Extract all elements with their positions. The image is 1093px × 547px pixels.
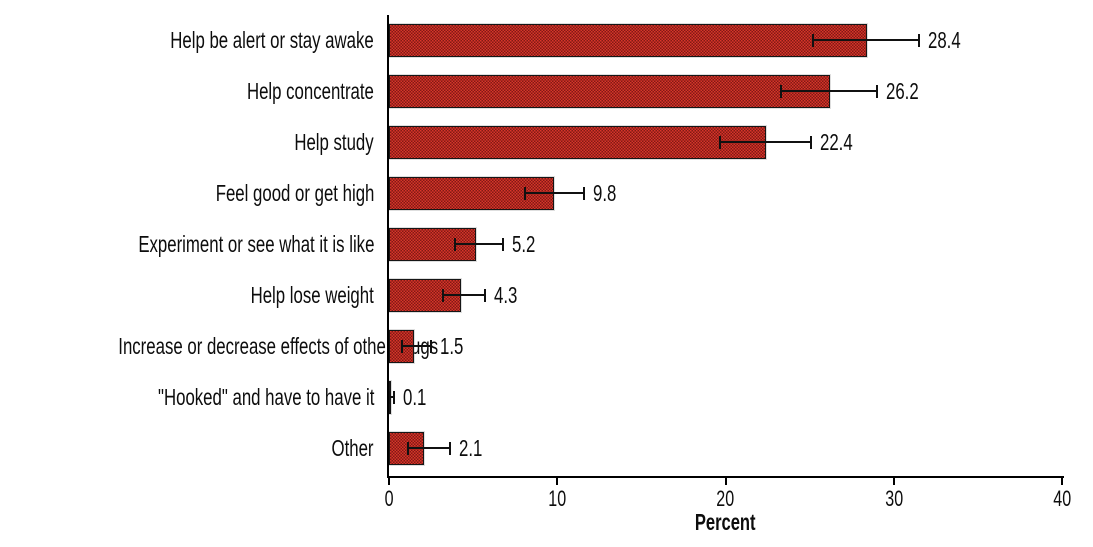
error-bar-cap-left [388,390,390,404]
x-tick-label: 40 [1017,486,1093,512]
category-label-text: Experiment or see what it is like [137,231,374,257]
category-label: Experiment or see what it is like [0,230,374,258]
error-bar [407,447,450,449]
error-bar-cap-left [780,84,783,98]
category-label: Feel good or get high [0,179,374,207]
category-label: Help study [0,128,374,156]
value-label: 22.4 [820,128,900,156]
value-label-text: 2.1 [458,435,482,461]
x-tick-label-text: 30 [884,486,903,511]
error-bar-cap-right [917,33,920,47]
category-label: Help lose weight [0,281,374,309]
error-bar-cap-left [524,186,527,200]
category-label-text: Other [332,435,374,461]
value-label: 1.5 [440,332,520,360]
value-label: 2.1 [459,434,539,462]
x-tick-label-text: 10 [548,486,567,511]
bar [389,227,477,261]
category-label: Help be alert or stay awake [0,26,374,54]
bar [389,431,425,465]
x-tick [1061,478,1063,485]
error-bar [525,192,585,194]
value-label-text: 4.3 [493,282,518,308]
bar [389,23,867,57]
error-bar [781,90,877,92]
value-label-text: 28.4 [927,27,961,53]
error-bar-cap-left [401,339,404,353]
error-bar [402,345,432,347]
x-tick-label-text: 20 [716,486,735,511]
error-bar [389,396,395,398]
category-label-text: Help concentrate [247,78,374,104]
category-label-text: Help study [294,129,374,155]
x-tick [724,478,727,485]
category-label-text: Increase or decrease effects of other dr… [118,333,439,359]
category-label: Help concentrate [0,77,374,105]
category-label: Other [0,434,374,462]
y-axis-line [387,15,389,478]
x-tick-label: 20 [681,486,771,512]
error-bar [442,294,485,296]
bar [389,176,554,210]
x-axis-label-text: Percent [694,509,756,535]
value-label-text: 9.8 [593,180,617,206]
value-label-text: 26.2 [885,78,919,104]
category-label-text: "Hooked" and have to have it [157,384,374,410]
value-label: 9.8 [593,179,673,207]
error-bar-cap-left [719,135,722,149]
error-bar-cap-left [811,33,814,47]
x-tick [892,478,895,485]
x-tick-label: 0 [344,486,434,512]
x-tick-label-text: 40 [1053,486,1071,511]
value-label: 4.3 [494,281,574,309]
error-bar-cap-right [583,186,586,200]
error-bar-cap-right [483,288,486,302]
x-tick-label: 10 [512,486,602,512]
value-label: 26.2 [886,77,966,105]
value-label-text: 1.5 [440,333,464,359]
bar [389,125,766,159]
x-tick [388,478,390,485]
error-bar-cap-right [502,237,505,251]
error-bar-cap-right [448,441,451,455]
category-label: Increase or decrease effects of other dr… [0,332,438,360]
error-bar-cap-right [393,390,396,404]
category-label-text: Feel good or get high [215,180,374,206]
error-bar-cap-left [441,288,444,302]
category-label-text: Help be alert or stay awake [170,27,374,53]
value-label-text: 5.2 [512,231,536,257]
x-tick [556,478,559,485]
error-bar-cap-left [453,237,456,251]
value-label: 28.4 [928,26,1008,54]
category-label-text: Help lose weight [250,282,374,308]
value-label-text: 22.4 [820,129,853,155]
x-tick-label: 30 [849,486,939,512]
error-bar-cap-right [875,84,878,98]
x-axis-label: Percent [575,509,875,535]
error-bar-cap-left [406,441,409,455]
category-label: "Hooked" and have to have it [0,383,374,411]
x-axis-line [387,476,1064,478]
error-bar [720,141,812,143]
error-bar [454,243,504,245]
value-label: 0.1 [403,383,483,411]
bar [389,74,830,108]
x-tick-label-text: 0 [384,486,394,511]
error-bar-cap-right [430,339,433,353]
value-label: 5.2 [512,230,592,258]
error-bar-cap-right [810,135,813,149]
value-label-text: 0.1 [403,384,427,410]
error-bar [812,39,919,41]
